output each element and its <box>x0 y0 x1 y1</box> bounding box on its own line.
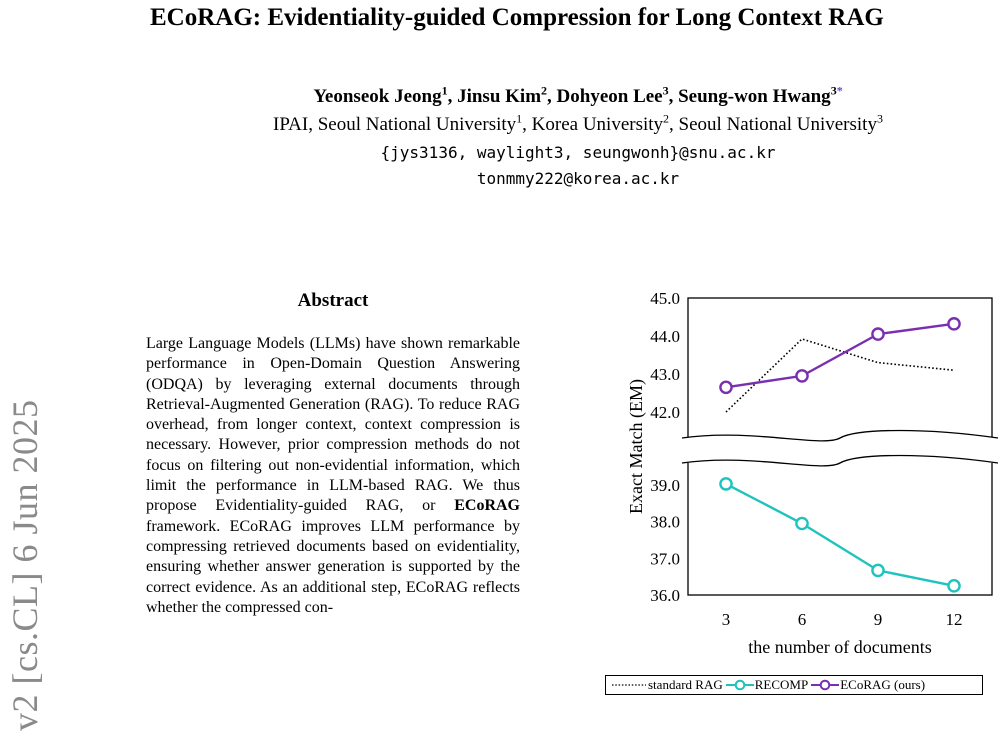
arxiv-identifier-stamp: v2 [cs.CL] 6 Jun 2025 <box>5 399 45 731</box>
email-line-snu: {jys3136, waylight3, seungwonh}@snu.ac.k… <box>380 143 776 162</box>
affiliation-name: IPAI, Seoul National University <box>273 114 517 135</box>
series-line-ecorag <box>725 322 955 389</box>
author-list: Yeonseok Jeong1, Jinsu Kim2, Dohyeon Lee… <box>160 83 996 108</box>
author-separator: , <box>668 86 679 107</box>
legend-item-standard-rag: standard RAG <box>610 677 723 693</box>
axis-break-gap <box>682 438 998 463</box>
author-separator: , <box>447 86 458 107</box>
affiliation-index: 2 <box>663 111 670 126</box>
series-line-recomp <box>725 482 955 587</box>
y-tick-label: 45.0 <box>650 289 680 308</box>
y-tick-label: 36.0 <box>650 586 680 605</box>
y-tick-label: 43.0 <box>650 365 680 384</box>
data-point-recomp <box>871 563 885 578</box>
x-tick-label: 12 <box>946 610 963 629</box>
legend-label: ECoRAG (ours) <box>840 677 926 692</box>
author-name: Seung-won Hwang <box>678 86 831 107</box>
affiliation-index: 1 <box>516 111 523 126</box>
axis-break-wave <box>681 429 999 442</box>
dotted-line-swatch-icon <box>612 684 646 686</box>
affiliation-separator: , <box>669 114 679 135</box>
em-line-chart-svg: 45.0 44.0 43.0 42.0 39.0 38.0 37.0 36.0 3 6 9 12 the… <box>626 289 999 657</box>
data-point-recomp <box>719 477 733 491</box>
y-tick-label: 39.0 <box>650 476 680 495</box>
em-line-chart: 45.0 44.0 43.0 42.0 39.0 38.0 37.0 36.0 3 6 9 12 the… <box>590 285 1000 695</box>
y-tick-label: 42.0 <box>650 403 680 422</box>
x-tick-label: 6 <box>798 610 807 629</box>
data-point-recomp <box>947 579 961 593</box>
y-axis-label: Exact Match (EM) <box>626 379 647 514</box>
author-name: Dohyeon Lee <box>556 86 663 107</box>
data-point-ecorag <box>947 317 961 331</box>
paper-title: ECoRAG: Evidentiality-guided Compression… <box>150 4 884 31</box>
data-point-ecorag <box>795 369 809 383</box>
teal-circle-line-swatch-icon <box>725 679 754 691</box>
y-tick-label: 37.0 <box>650 549 680 568</box>
data-point-ecorag <box>719 380 733 395</box>
data-point-ecorag <box>871 327 885 341</box>
series-line-standard-rag <box>725 338 955 413</box>
legend-label: standard RAG <box>648 677 723 692</box>
author-affil-index: 2 <box>541 83 548 98</box>
author-name: Yeonseok Jeong <box>313 86 442 107</box>
purple-circle-line-swatch-icon <box>811 679 840 691</box>
data-point-recomp <box>795 516 809 531</box>
abstract-text-continued: framework. ECoRAG improves LLM performan… <box>146 517 520 616</box>
author-affil-index: 1 <box>441 83 448 98</box>
y-tick-label: 44.0 <box>650 327 680 346</box>
y-tick-label: 38.0 <box>650 513 680 532</box>
chart-legend: standard RAG RECOMP ECoRAG (ours) <box>605 675 983 695</box>
legend-item-recomp: RECOMP <box>725 677 808 693</box>
corresponding-author-mark[interactable]: * <box>836 83 843 98</box>
axis-break-wave <box>681 454 999 467</box>
author-affil-index: 3 <box>830 83 837 98</box>
abstract-body: Large Language Models (LLMs) have shown … <box>146 334 520 618</box>
affiliation-list: IPAI, Seoul National University1, Korea … <box>160 111 996 136</box>
author-name: Jinsu Kim <box>457 86 542 107</box>
abstract-framework-name: ECoRAG <box>454 497 520 515</box>
abstract-text: Large Language Models (LLMs) have shown … <box>146 335 520 515</box>
author-affil-index: 3 <box>662 83 669 98</box>
affiliation-separator: , <box>522 114 532 135</box>
affiliation-name: Korea University <box>531 114 664 135</box>
affiliation-index: 3 <box>876 111 883 126</box>
x-tick-label: 3 <box>722 610 731 629</box>
author-separator: , <box>547 86 557 107</box>
x-tick-label: 9 <box>874 610 883 629</box>
x-axis-label: the number of documents <box>748 637 931 657</box>
affiliation-name: Seoul National University <box>678 114 877 135</box>
legend-item-ecorag: ECoRAG (ours) <box>810 677 925 693</box>
abstract-heading: Abstract <box>297 290 369 311</box>
legend-label: RECOMP <box>754 677 809 692</box>
email-line-korea: tonmmy222@korea.ac.kr <box>476 169 680 188</box>
